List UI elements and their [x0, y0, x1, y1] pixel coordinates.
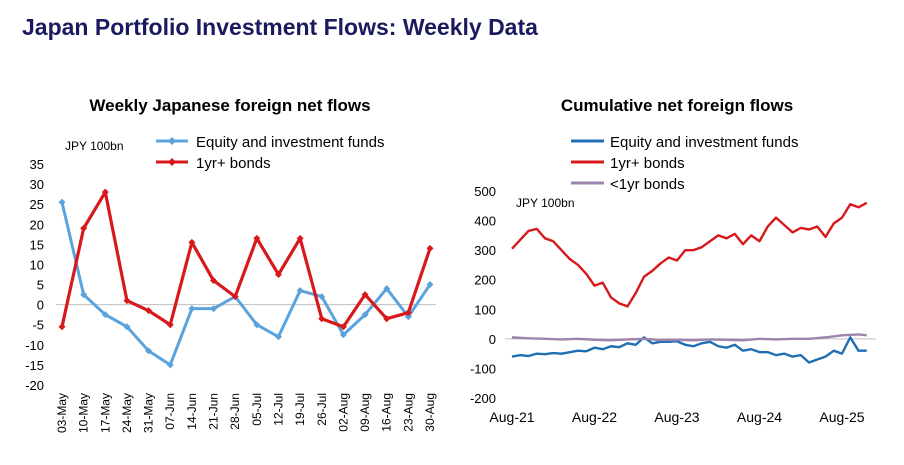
x-tick-label: 30-Aug [423, 393, 437, 432]
x-tick-label: 28-Jun [228, 393, 242, 430]
data-point-bonds [145, 307, 153, 315]
data-point-bonds [361, 291, 369, 299]
chart-title: Weekly Japanese foreign net flows [89, 96, 370, 115]
data-point-equity [274, 333, 282, 341]
x-tick-label: 26-Jul [315, 393, 329, 426]
x-tick-label: 23-Aug [401, 393, 415, 432]
x-tick-label: 31-May [142, 393, 156, 433]
legend-label: Equity and investment funds [610, 134, 798, 151]
x-tick-label: Aug-25 [819, 409, 864, 425]
data-point-bonds [101, 188, 109, 196]
y-tick-label: 400 [474, 214, 496, 229]
y-tick-label: 20 [30, 217, 44, 232]
legend-label: 1yr+ bonds [610, 155, 685, 172]
data-point-equity [339, 331, 347, 339]
legend-marker [168, 158, 176, 166]
series-line-bonds [60, 190, 432, 329]
x-tick-label: 14-Jun [185, 393, 199, 430]
x-tick-label: 07-Jun [163, 393, 177, 430]
x-tick-label: 09-Aug [358, 393, 372, 432]
data-point-bonds [231, 293, 239, 301]
y-tick-label: 200 [474, 273, 496, 288]
data-point-bonds [166, 321, 174, 329]
y-tick-label: -5 [32, 318, 44, 333]
legend-label: <1yr bonds [610, 176, 685, 193]
data-point-bonds [274, 271, 282, 278]
y-tick-label: -15 [25, 358, 44, 373]
x-tick-label: 21-Jun [207, 393, 221, 430]
y-tick-label: 10 [30, 257, 44, 272]
x-tick-label: 12-Jul [271, 393, 285, 426]
data-point-equity [426, 281, 434, 289]
series-line-equity [511, 336, 867, 364]
y-tick-label: -20 [25, 378, 44, 393]
x-tick-label: 17-May [98, 393, 112, 433]
y-tick-label: 5 [37, 278, 44, 293]
y-tick-label: -200 [470, 391, 496, 406]
data-point-equity [404, 313, 412, 321]
data-point-equity [383, 285, 391, 293]
x-tick-label: 19-Jul [293, 393, 307, 426]
x-tick-label: 02-Aug [336, 393, 350, 432]
x-tick-label: Aug-22 [572, 409, 617, 425]
series-line-bonds [511, 201, 868, 308]
data-point-bonds [426, 244, 434, 252]
data-point-equity [80, 291, 88, 299]
data-point-bonds [296, 234, 304, 242]
series-line-short-bonds [511, 333, 867, 342]
data-point-equity [145, 347, 153, 355]
y-tick-label: 30 [30, 177, 44, 192]
y-tick-label: 35 [30, 157, 44, 172]
data-point-equity [188, 305, 196, 313]
x-tick-label: 03-May [55, 393, 69, 433]
data-point-bonds [339, 323, 347, 331]
legend-label: Equity and investment funds [196, 134, 384, 151]
unit-label: JPY 100bn [516, 196, 575, 210]
y-tick-label: 100 [474, 302, 496, 317]
data-point-bonds [383, 315, 391, 323]
data-point-equity [253, 321, 261, 329]
x-tick-label: Aug-21 [489, 409, 534, 425]
x-tick-label: Aug-23 [654, 409, 699, 425]
y-tick-label: 0 [37, 298, 44, 313]
y-tick-label: 0 [489, 332, 496, 347]
data-point-bonds [404, 309, 412, 317]
data-point-equity [58, 198, 66, 206]
y-tick-label: 300 [474, 243, 496, 258]
y-tick-label: 25 [30, 197, 44, 212]
x-tick-label: 24-May [120, 393, 134, 433]
y-tick-label: -10 [25, 338, 44, 353]
data-point-equity [318, 293, 326, 301]
y-tick-label: 15 [30, 237, 44, 252]
x-tick-label: 16-Aug [380, 393, 394, 432]
data-point-bonds [253, 234, 261, 242]
chart-title: Cumulative net foreign flows [561, 96, 793, 115]
data-point-equity [101, 311, 109, 319]
legend-label: 1yr+ bonds [196, 155, 271, 172]
legend-marker [168, 137, 176, 145]
data-point-bonds [80, 224, 88, 232]
x-tick-label: Aug-24 [737, 409, 782, 425]
data-point-bonds [123, 297, 131, 305]
data-point-bonds [188, 238, 196, 246]
data-point-equity [210, 305, 218, 313]
page-title: Japan Portfolio Investment Flows: Weekly… [22, 14, 538, 40]
data-point-bonds [210, 277, 218, 285]
data-point-equity [166, 361, 174, 369]
data-point-equity [123, 323, 131, 331]
data-point-equity [296, 287, 304, 295]
data-point-bonds [318, 315, 326, 323]
x-tick-label: 10-May [77, 393, 91, 433]
data-point-bonds [58, 323, 66, 331]
x-tick-label: 05-Jul [250, 393, 264, 426]
series-line-equity [60, 201, 432, 367]
y-tick-label: 500 [474, 184, 496, 199]
unit-label: JPY 100bn [65, 139, 124, 153]
data-point-equity [361, 311, 369, 319]
y-tick-label: -100 [470, 361, 496, 376]
